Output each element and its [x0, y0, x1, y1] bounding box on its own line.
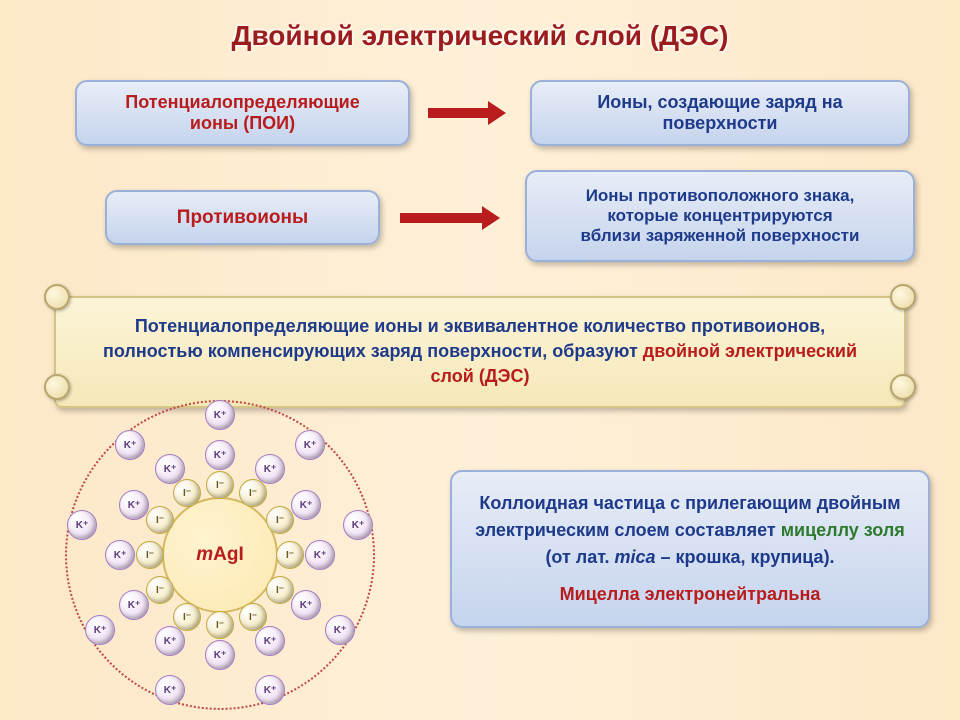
arrow-shaft [400, 213, 482, 223]
potassium-ion: K⁺ [67, 510, 97, 540]
potassium-ion: K⁺ [291, 490, 321, 520]
potassium-ion: K⁺ [343, 510, 373, 540]
micelle-text-highlight: мицеллу золя [781, 520, 905, 540]
arrow-head-icon [488, 101, 506, 125]
scroll-cap-icon [890, 374, 916, 400]
core-label-m: m [196, 544, 213, 566]
potassium-ion: K⁺ [85, 615, 115, 645]
box-poi-def-line1: Ионы, создающие заряд на [597, 92, 842, 113]
potassium-ion: K⁺ [119, 490, 149, 520]
potassium-ion: K⁺ [255, 675, 285, 705]
potassium-ion: K⁺ [325, 615, 355, 645]
iodide-ion: I⁻ [276, 541, 304, 569]
arrow-poi [428, 101, 506, 125]
potassium-ion: K⁺ [155, 454, 185, 484]
box-counter-def-line2: которые концентрируются [581, 206, 860, 226]
arrow-counter [400, 206, 500, 230]
box-counter-def-line3: вблизи заряженной поверхности [581, 226, 860, 246]
iodide-ion: I⁻ [266, 576, 294, 604]
iodide-ion: I⁻ [206, 611, 234, 639]
potassium-ion: K⁺ [255, 626, 285, 656]
potassium-ion: K⁺ [255, 454, 285, 484]
potassium-ion: K⁺ [295, 430, 325, 460]
micelle-text-em: mica [614, 547, 655, 567]
box-counter-text: Противоионы [177, 207, 308, 229]
arrow-shaft [428, 108, 488, 118]
potassium-ion: K⁺ [155, 626, 185, 656]
iodide-ion: I⁻ [206, 471, 234, 499]
scroll-cap-icon [890, 284, 916, 310]
iodide-ion: I⁻ [173, 479, 201, 507]
scroll-cap-icon [44, 284, 70, 310]
core-label-rest: AgI [213, 544, 244, 566]
iodide-ion: I⁻ [146, 576, 174, 604]
box-counter-def-line1: Ионы противоположного знака, [581, 186, 860, 206]
box-poi-line1: Потенциалопределяющие [125, 92, 359, 113]
potassium-ion: K⁺ [305, 540, 335, 570]
micelle-text-end: – крошка, крупица). [656, 547, 835, 567]
micelle-description: Коллоидная частица с прилегающим двойным… [450, 470, 930, 628]
iodide-ion: I⁻ [239, 479, 267, 507]
scroll-definition: Потенциалопределяющие ионы и эквивалентн… [54, 296, 906, 408]
potassium-ion: K⁺ [119, 590, 149, 620]
iodide-ion: I⁻ [173, 603, 201, 631]
box-poi-definition: Ионы, создающие заряд на поверхности [530, 80, 910, 146]
potassium-ion: K⁺ [105, 540, 135, 570]
box-poi-def-line2: поверхности [597, 113, 842, 134]
box-poi: Потенциалопределяющие ионы (ПОИ) [75, 80, 410, 146]
micelle-diagram: mAgI I⁻I⁻I⁻I⁻I⁻I⁻I⁻I⁻I⁻I⁻I⁻I⁻K⁺K⁺K⁺K⁺K⁺K… [65, 400, 375, 710]
page-title: Двойной электрический слой (ДЭС) [0, 20, 960, 52]
iodide-ion: I⁻ [136, 541, 164, 569]
potassium-ion: K⁺ [155, 675, 185, 705]
potassium-ion: K⁺ [205, 400, 235, 430]
box-counterions-definition: Ионы противоположного знака, которые кон… [525, 170, 915, 262]
micelle-text-post: (от лат. [545, 547, 614, 567]
potassium-ion: K⁺ [205, 440, 235, 470]
potassium-ion: K⁺ [205, 640, 235, 670]
box-poi-line2: ионы (ПОИ) [125, 113, 359, 134]
micelle-core: mAgI [162, 497, 278, 613]
iodide-ion: I⁻ [146, 506, 174, 534]
box-counterions: Противоионы [105, 190, 380, 245]
micelle-neutrality: Мицелла электронейтральна [472, 581, 908, 608]
scroll-cap-icon [44, 374, 70, 400]
arrow-head-icon [482, 206, 500, 230]
potassium-ion: K⁺ [115, 430, 145, 460]
iodide-ion: I⁻ [266, 506, 294, 534]
potassium-ion: K⁺ [291, 590, 321, 620]
